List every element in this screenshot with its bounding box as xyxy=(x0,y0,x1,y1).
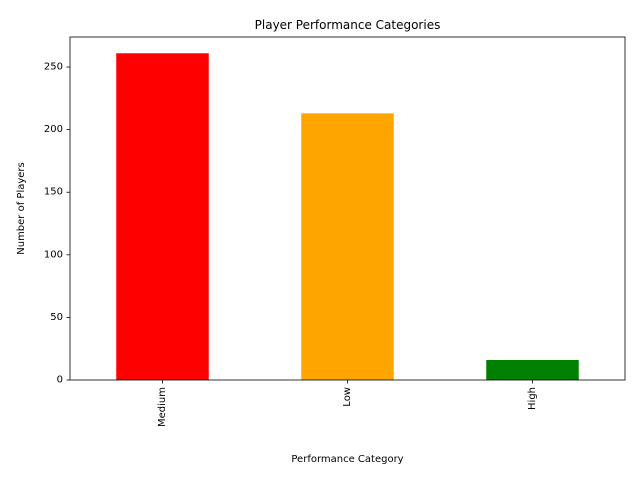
x-tick-label: Low xyxy=(342,387,353,407)
y-axis-label: Number of Players xyxy=(16,162,27,255)
y-tick-label: 250 xyxy=(44,62,63,73)
y-tick-label: 50 xyxy=(50,312,63,323)
x-axis: Medium Low High xyxy=(157,380,538,427)
y-axis: 0 50 100 150 200 250 xyxy=(44,62,70,386)
chart-title: Player Performance Categories xyxy=(255,18,441,32)
bars-layer xyxy=(116,53,579,381)
y-tick-label: 200 xyxy=(44,124,63,135)
x-tick-label: Medium xyxy=(157,387,168,427)
x-axis-label: Performance Category xyxy=(291,454,403,465)
bar-low xyxy=(301,113,394,380)
y-tick-label: 0 xyxy=(57,375,63,386)
y-tick-label: 100 xyxy=(44,249,63,260)
bar-medium xyxy=(116,53,209,381)
x-tick-label: High xyxy=(527,387,538,410)
plot-frame xyxy=(69,36,626,381)
y-tick-label: 150 xyxy=(44,187,63,198)
bar-high xyxy=(486,359,579,380)
